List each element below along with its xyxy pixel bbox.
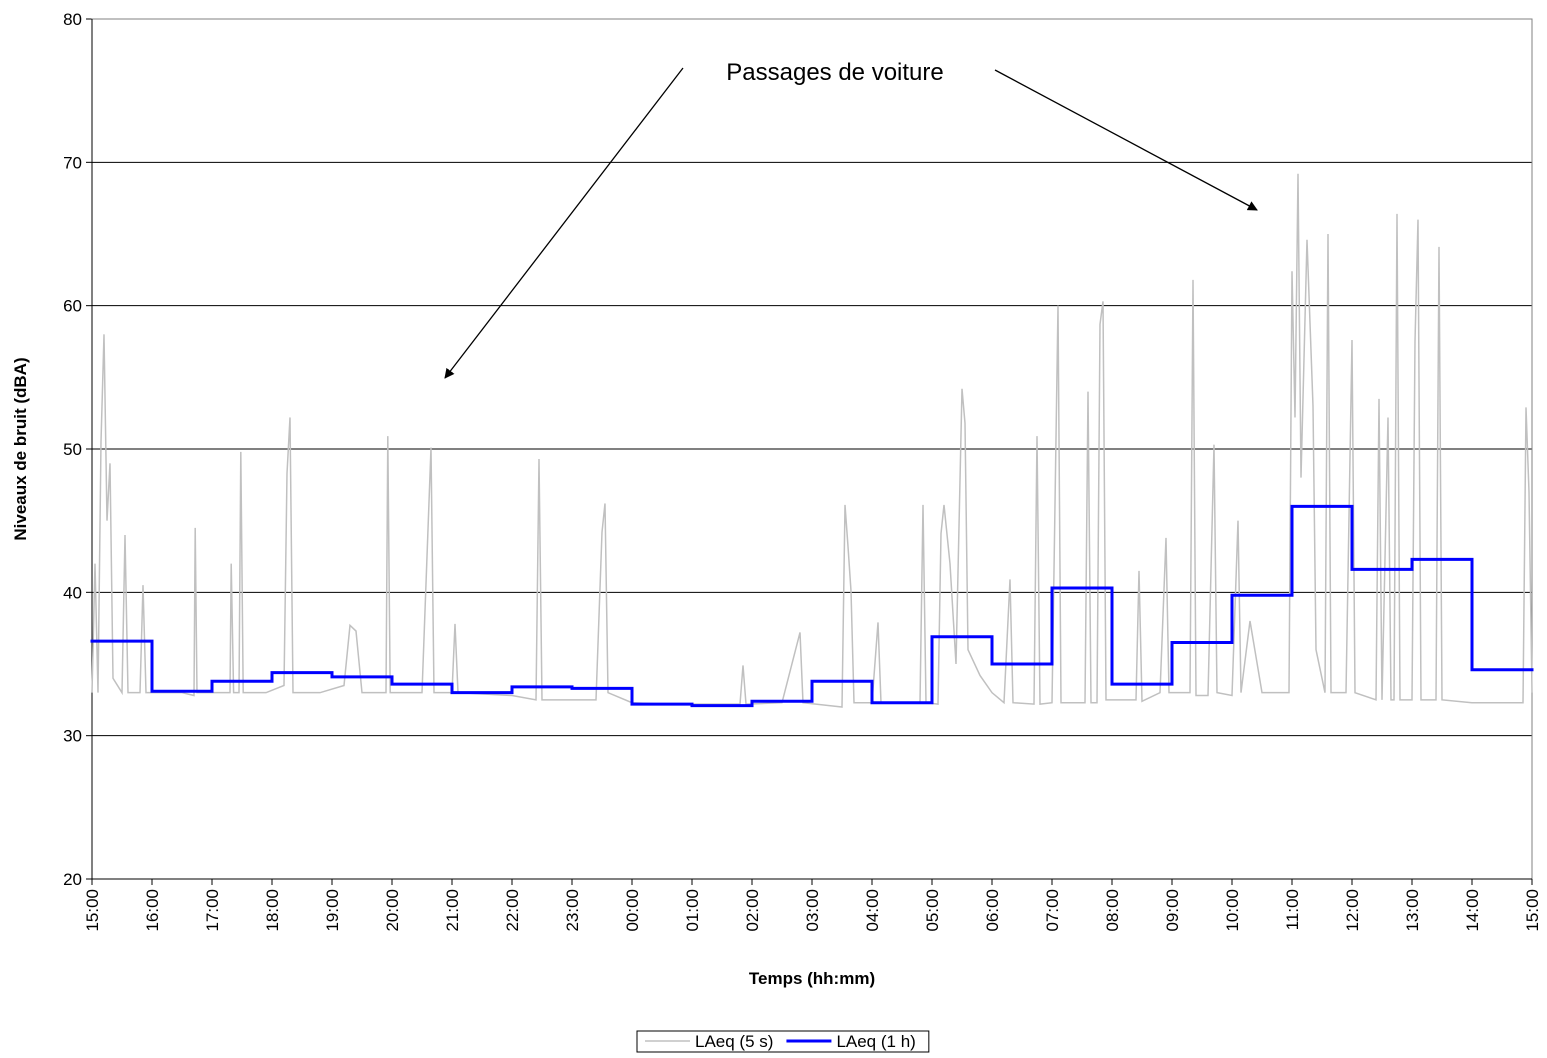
legend-label: LAeq (1 h) — [836, 1032, 915, 1051]
y-tick-label: 30 — [63, 727, 82, 746]
x-tick-label: 05:00 — [923, 889, 942, 932]
y-axis-title: Niveaux de bruit (dBA) — [11, 357, 30, 540]
y-tick-label: 40 — [63, 583, 82, 602]
arrow — [994, 69, 1258, 211]
x-tick-label: 11:00 — [1283, 889, 1302, 930]
x-tick-label: 08:00 — [1103, 889, 1122, 932]
legend: LAeq (5 s) LAeq (1 h) — [636, 1030, 930, 1053]
arrow — [444, 67, 684, 379]
x-tick-label: 13:00 — [1403, 889, 1422, 932]
x-tick-label: 18:00 — [263, 889, 282, 932]
x-axis-title: Temps (hh:mm) — [749, 969, 875, 988]
y-tick-label: 50 — [63, 440, 82, 459]
x-tick-label: 16:00 — [143, 889, 162, 932]
annotation: Passages de voiture — [726, 59, 943, 86]
x-tick-label: 10:00 — [1223, 889, 1242, 932]
x-tick-label: 14:00 — [1463, 889, 1482, 932]
x-tick-label: 00:00 — [623, 889, 642, 932]
x-tick-label: 17:00 — [203, 889, 222, 932]
x-tick-label: 04:00 — [863, 889, 882, 932]
x-tick-label: 02:00 — [743, 889, 762, 932]
legend-label: LAeq (5 s) — [695, 1032, 773, 1051]
x-tick-label: 03:00 — [803, 889, 822, 932]
y-tick-label: 80 — [63, 10, 82, 29]
y-tick-label: 60 — [63, 297, 82, 316]
x-tick-label: 19:00 — [323, 889, 342, 932]
x-tick-label: 01:00 — [683, 889, 702, 932]
x-tick-label: 20:00 — [383, 889, 402, 932]
x-tick-label: 12:00 — [1343, 889, 1362, 932]
x-tick-label: 15:00 — [1523, 889, 1542, 932]
x-tick-label: 07:00 — [1043, 889, 1062, 932]
x-tick-label: 09:00 — [1163, 889, 1182, 932]
x-tick-label: 22:00 — [503, 889, 522, 932]
y-tick-label: 70 — [63, 153, 82, 172]
x-tick-label: 15:00 — [83, 889, 102, 932]
x-tick-label: 23:00 — [563, 889, 582, 932]
y-tick-label: 20 — [63, 870, 82, 889]
x-tick-label: 06:00 — [983, 889, 1002, 932]
x-tick-label: 21:00 — [443, 889, 462, 932]
legend-box — [636, 1030, 930, 1053]
series-line — [91, 173, 1533, 708]
